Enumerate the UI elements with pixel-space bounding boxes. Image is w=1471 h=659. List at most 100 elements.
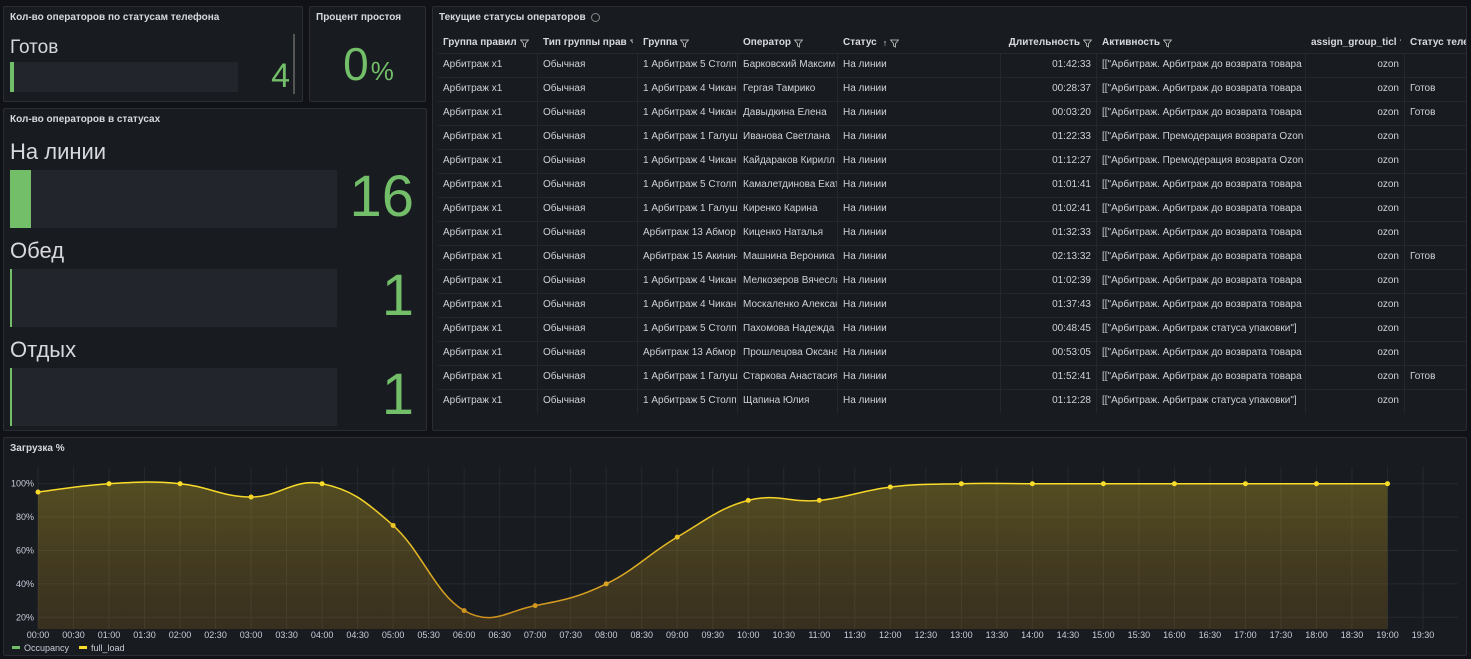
x-tick-label: 05:30 bbox=[417, 630, 440, 640]
gauge-value: 1 bbox=[381, 263, 414, 328]
table-cell: Кайдараков Кирилл bbox=[738, 149, 838, 173]
table-cell: ozon bbox=[1306, 293, 1405, 317]
header-text: Активность bbox=[1102, 37, 1161, 48]
header-cell[interactable]: Статус теле bbox=[1405, 33, 1467, 53]
header-cell[interactable]: Статус ↑ bbox=[838, 33, 1001, 53]
row-line bbox=[438, 389, 1466, 390]
x-tick-label: 08:30 bbox=[630, 630, 653, 640]
table-cell: ozon bbox=[1306, 341, 1405, 365]
table-cell: 01:01:41 bbox=[1001, 173, 1097, 197]
gauge-bar bbox=[10, 62, 14, 92]
filter-shape bbox=[680, 39, 690, 48]
table-cell: Обычная bbox=[538, 125, 638, 149]
table-cell bbox=[1405, 389, 1466, 413]
legend-swatch bbox=[79, 646, 88, 649]
table-cell: ozon bbox=[1306, 197, 1405, 221]
table-cell: На линии bbox=[838, 389, 1001, 413]
filter-icon[interactable] bbox=[890, 39, 900, 48]
table-cell: 01:37:43 bbox=[1001, 293, 1097, 317]
x-tick-label: 09:00 bbox=[666, 630, 689, 640]
row-line bbox=[438, 341, 1466, 342]
point bbox=[248, 494, 254, 500]
table-cell: [["Арбитраж. Арбитраж до возврата товара bbox=[1097, 77, 1306, 101]
gauge-value: 1 bbox=[381, 362, 414, 427]
x-tick-label: 15:30 bbox=[1128, 630, 1151, 640]
table-cell: На линии bbox=[838, 101, 1001, 125]
x-tick-label: 01:30 bbox=[133, 630, 156, 640]
panel-title: Кол-во операторов по статусам телефона bbox=[10, 12, 220, 23]
series-line bbox=[37, 481, 1388, 619]
table-cell bbox=[1405, 293, 1466, 317]
table-cell: 02:13:32 bbox=[1001, 245, 1097, 269]
table-cell: Гергая Тамрико bbox=[738, 77, 838, 101]
row-line bbox=[438, 77, 1466, 78]
point bbox=[461, 608, 467, 614]
header-text: Статус теле bbox=[1410, 37, 1467, 48]
x-tick-label: 00:30 bbox=[62, 630, 85, 640]
table-cell: Обычная bbox=[538, 317, 638, 341]
table-cell: [["Арбитраж. Арбитраж до возврата товара bbox=[1097, 365, 1306, 389]
table-cell: Арбитраж х1 bbox=[438, 173, 538, 197]
point bbox=[1384, 481, 1390, 487]
filter-icon[interactable] bbox=[519, 39, 529, 48]
table-cell: На линии bbox=[838, 197, 1001, 221]
table-cell: 01:42:33 bbox=[1001, 53, 1097, 77]
x-tick-label: 19:30 bbox=[1412, 630, 1435, 640]
header-cell[interactable]: assign_group_ticl bbox=[1306, 33, 1405, 53]
row-line bbox=[438, 269, 1466, 270]
header-cell[interactable]: Группа bbox=[638, 33, 738, 53]
filter-icon[interactable] bbox=[680, 39, 690, 48]
filter-icon[interactable] bbox=[629, 39, 633, 48]
filter-shape bbox=[629, 39, 633, 46]
table-cell: На линии bbox=[838, 341, 1001, 365]
table-cell: 1 Арбитраж 1 Галуш bbox=[638, 197, 738, 221]
header-cell[interactable]: Тип группы прав bbox=[538, 33, 638, 53]
table-cell: Давыдкина Елена bbox=[738, 101, 838, 125]
table-cell: 1 Арбитраж 4 Чикан bbox=[638, 293, 738, 317]
table-cell: Готов bbox=[1405, 77, 1466, 101]
row-line bbox=[438, 245, 1466, 246]
table-cell: Мелкозеров Вячесла bbox=[738, 269, 838, 293]
x-tick-label: 12:30 bbox=[915, 630, 938, 640]
table-cell: Готов bbox=[1405, 365, 1466, 389]
filter-icon[interactable] bbox=[1083, 39, 1092, 48]
x-tick-label: 10:00 bbox=[737, 630, 760, 640]
filter-shape bbox=[1083, 39, 1092, 48]
row-line bbox=[438, 197, 1466, 198]
table-cell: 1 Арбитраж 4 Чикан bbox=[638, 269, 738, 293]
table-cell: Арбитраж 15 Акинин bbox=[638, 245, 738, 269]
x-tick-label: 00:00 bbox=[27, 630, 50, 640]
table-cell: Арбитраж х1 bbox=[438, 221, 538, 245]
x-tick-label: 17:30 bbox=[1270, 630, 1293, 640]
x-tick-label: 12:00 bbox=[879, 630, 902, 640]
gauge-bar bbox=[10, 368, 12, 426]
point bbox=[1171, 481, 1177, 487]
table-cell: Арбитраж 13 Абмор bbox=[638, 341, 738, 365]
legend-label: full_load bbox=[91, 643, 125, 653]
filter-icon[interactable] bbox=[1163, 39, 1173, 48]
table-cell: На линии bbox=[838, 317, 1001, 341]
sort-arrow: ↑ bbox=[882, 38, 888, 48]
table-cell: 00:53:05 bbox=[1001, 341, 1097, 365]
table-cell: 1 Арбитраж 1 Галуш bbox=[638, 125, 738, 149]
row-line bbox=[438, 293, 1466, 294]
filter-icon[interactable] bbox=[794, 39, 804, 48]
scrollbar bbox=[293, 34, 295, 94]
table-cell: [["Арбитраж. Премодерация возврата Ozon bbox=[1097, 125, 1306, 149]
header-cell[interactable]: Длительность bbox=[1001, 33, 1097, 53]
table-cell: Обычная bbox=[538, 77, 638, 101]
point bbox=[319, 481, 325, 487]
stat-unit: % bbox=[370, 56, 394, 86]
y-tick-label: 20% bbox=[16, 612, 34, 622]
point bbox=[390, 522, 396, 528]
header-cell[interactable]: Группа правил bbox=[438, 33, 538, 53]
header-cell[interactable]: Активность bbox=[1097, 33, 1306, 53]
header-cell[interactable]: Оператор bbox=[738, 33, 838, 53]
table-cell bbox=[1405, 317, 1466, 341]
table-cell: 00:03:20 bbox=[1001, 101, 1097, 125]
table-cell: ozon bbox=[1306, 173, 1405, 197]
x-tick-label: 14:00 bbox=[1021, 630, 1044, 640]
point bbox=[35, 489, 41, 495]
x-tick-label: 16:00 bbox=[1163, 630, 1186, 640]
x-tick-label: 18:00 bbox=[1305, 630, 1328, 640]
